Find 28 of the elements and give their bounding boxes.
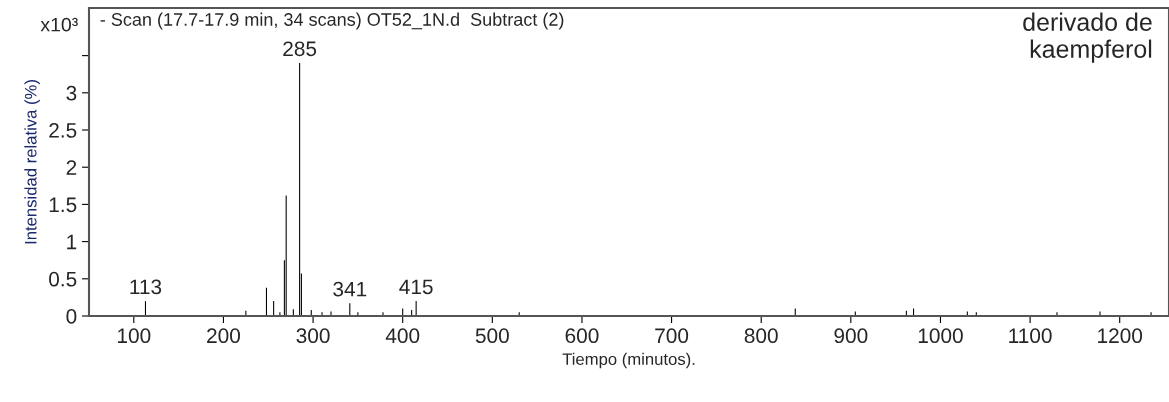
x-tick-label: 800 xyxy=(744,328,778,344)
x-tick-label: 100 xyxy=(118,328,151,344)
x-tick-label: 1100 xyxy=(1009,328,1052,344)
y-tick-label: 1 xyxy=(67,234,77,250)
x-tick-label: 500 xyxy=(475,328,509,344)
x-tick-label: 900 xyxy=(834,328,868,344)
x-tick-label: 1000 xyxy=(918,328,963,344)
x-tick-label: 600 xyxy=(565,328,599,344)
y-tick-label: 0.5 xyxy=(49,271,77,287)
x-tick-label: 200 xyxy=(207,328,241,344)
x-tick-label: 700 xyxy=(655,328,689,344)
y-tick-label: 1.5 xyxy=(49,197,77,213)
y-tick-label: 0 xyxy=(66,309,77,324)
y-tick-label: 2 xyxy=(66,160,77,175)
y-tick-label: 3 xyxy=(66,85,77,101)
y-tick-label: 2.5 xyxy=(49,123,77,138)
text: x10³ xyxy=(40,17,78,32)
annotation: 415 xyxy=(399,279,433,295)
x-tick-label: 1200 xyxy=(1098,328,1143,344)
x-axis-title: Tiempo (minutos). xyxy=(562,352,695,369)
annotation: 113 xyxy=(130,279,162,295)
x-tick-label: 400 xyxy=(385,328,420,344)
chart-title: - Scan (17.7-17.9 min, 34 scans) OT52_1N.d Subtract (2) xyxy=(100,12,564,30)
annotation: 341 xyxy=(333,281,367,297)
x-tick-label: 300 xyxy=(296,328,330,344)
annotation: 285 xyxy=(283,41,317,57)
annotation: derivado de kaempferol xyxy=(1023,12,1152,63)
y-axis-title: Intensidad relativa (%) xyxy=(24,80,40,244)
